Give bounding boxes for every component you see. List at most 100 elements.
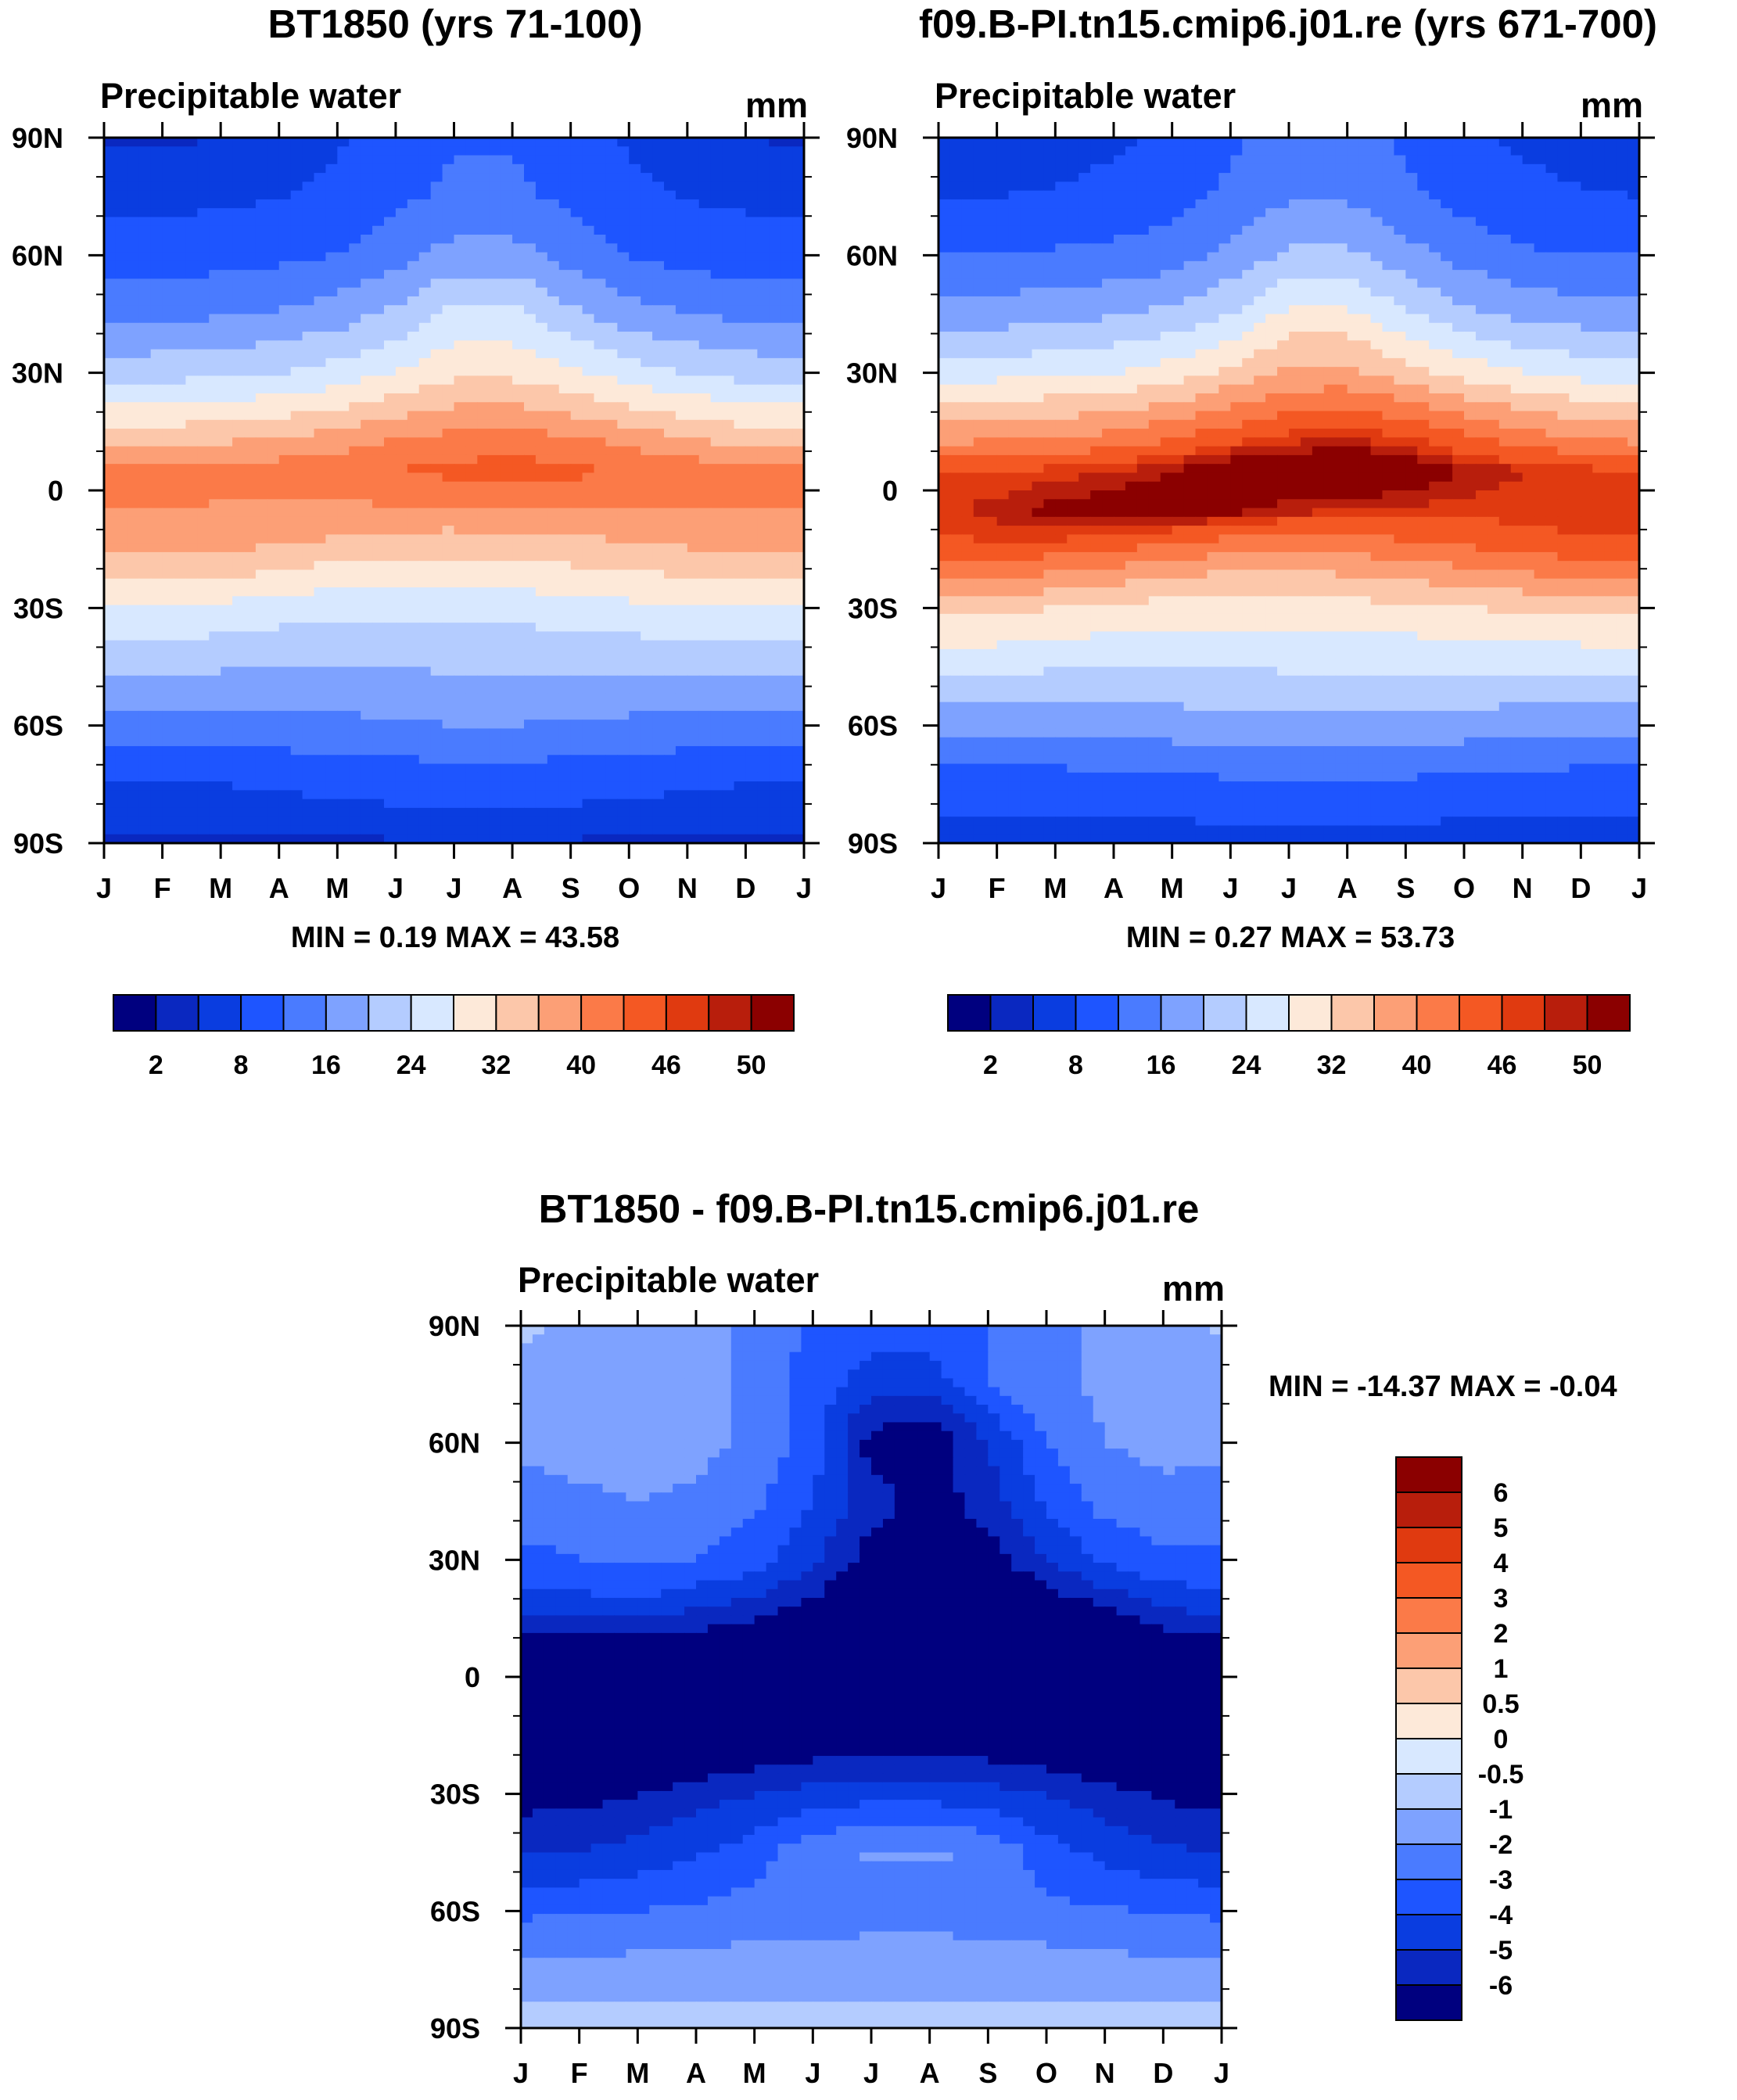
- contour-cell: [325, 437, 338, 447]
- contour-cell: [477, 728, 490, 738]
- contour-cell: [278, 252, 292, 262]
- contour-cell: [384, 817, 397, 827]
- contour-cell: [769, 666, 781, 677]
- contour-cell: [535, 419, 548, 429]
- contour-cell: [384, 807, 397, 817]
- contour-cell: [384, 190, 397, 200]
- contour-cell: [267, 357, 280, 368]
- contour-cell: [442, 728, 455, 738]
- contour-cell: [512, 305, 525, 315]
- contour-cell: [278, 807, 292, 817]
- contour-cell: [570, 296, 583, 306]
- contour-cell: [430, 578, 443, 588]
- contour-cell: [1300, 138, 1313, 147]
- contour-cell: [629, 508, 641, 518]
- contour-cell: [197, 225, 210, 235]
- contour-cell: [547, 631, 560, 641]
- contour-cell: [127, 446, 140, 456]
- contour-cell: [267, 278, 280, 289]
- contour-cell: [512, 587, 525, 597]
- contour-cell: [687, 322, 700, 332]
- contour-cell: [477, 464, 490, 474]
- contour-cell: [605, 596, 618, 606]
- contour-cell: [395, 411, 408, 421]
- contour-cell: [442, 772, 455, 782]
- contour-cell: [104, 314, 117, 324]
- contour-cell: [769, 658, 781, 668]
- contour-cell: [127, 561, 140, 571]
- contour-cell: [384, 745, 397, 756]
- contour-cell: [501, 807, 513, 817]
- contour-cell: [973, 138, 986, 147]
- contour-cell: [710, 693, 723, 703]
- contour-cell: [465, 720, 478, 730]
- contour-cell: [430, 561, 443, 571]
- contour-cell: [174, 516, 187, 526]
- contour-cell: [325, 270, 338, 280]
- contour-cell: [512, 605, 525, 615]
- contour-cell: [501, 155, 513, 165]
- contour-cell: [512, 163, 525, 174]
- contour-cell: [209, 790, 221, 800]
- contour-cell: [138, 640, 152, 650]
- contour-cell: [465, 728, 478, 738]
- contour-cell: [104, 454, 117, 465]
- contour-cell: [349, 322, 361, 332]
- contour-cell: [1277, 138, 1290, 147]
- contour-cell: [745, 781, 758, 791]
- contour-cell: [675, 658, 688, 668]
- contour-cell: [698, 534, 712, 544]
- contour-cell: [605, 834, 618, 844]
- contour-cell: [629, 772, 641, 782]
- contour-cell: [127, 666, 140, 677]
- contour-cell: [442, 260, 455, 271]
- contour-cell: [430, 472, 443, 483]
- contour-cell: [501, 569, 513, 580]
- contour-cell: [185, 419, 198, 429]
- contour-cell: [454, 163, 467, 174]
- contour-cell: [209, 464, 221, 474]
- contour-cell: [209, 367, 221, 377]
- contour-cell: [734, 454, 747, 465]
- contour-cell: [418, 340, 432, 350]
- contour-cell: [792, 817, 805, 827]
- contour-cell: [558, 561, 572, 571]
- contour-cell: [278, 357, 292, 368]
- contour-cell: [664, 454, 676, 465]
- contour-cell: [430, 384, 443, 394]
- contour-cell: [687, 419, 700, 429]
- contour-cell: [290, 208, 303, 218]
- contour-cell: [698, 243, 712, 253]
- contour-cell: [162, 648, 175, 659]
- contour-cell: [372, 693, 385, 703]
- contour-cell: [792, 658, 805, 668]
- contour-cell: [792, 551, 805, 562]
- contour-cell: [150, 631, 163, 641]
- contour-cell: [582, 755, 595, 765]
- contour-cell: [278, 190, 292, 200]
- contour-cell: [267, 790, 280, 800]
- contour-cell: [722, 534, 735, 544]
- contour-cell: [372, 755, 385, 765]
- contour-cell: [617, 252, 630, 262]
- contour-cell: [267, 623, 280, 633]
- contour-cell: [127, 720, 140, 730]
- contour-cell: [465, 587, 478, 597]
- contour-cell: [582, 631, 595, 641]
- contour-cell: [244, 296, 257, 306]
- contour-cell: [197, 569, 210, 580]
- contour-cell: [781, 490, 793, 500]
- contour-cell: [349, 278, 361, 289]
- contour-cell: [395, 393, 408, 403]
- contour-cell: [792, 384, 805, 394]
- contour-cell: [605, 693, 618, 703]
- contour-cell: [337, 225, 350, 235]
- contour-cell: [757, 146, 770, 156]
- contour-cell: [232, 252, 245, 262]
- contour-cell: [605, 710, 618, 720]
- contour-cell: [138, 340, 152, 350]
- contour-cell: [349, 526, 361, 535]
- contour-cell: [745, 393, 758, 403]
- contour-cell: [710, 684, 723, 694]
- contour-cell: [395, 173, 408, 182]
